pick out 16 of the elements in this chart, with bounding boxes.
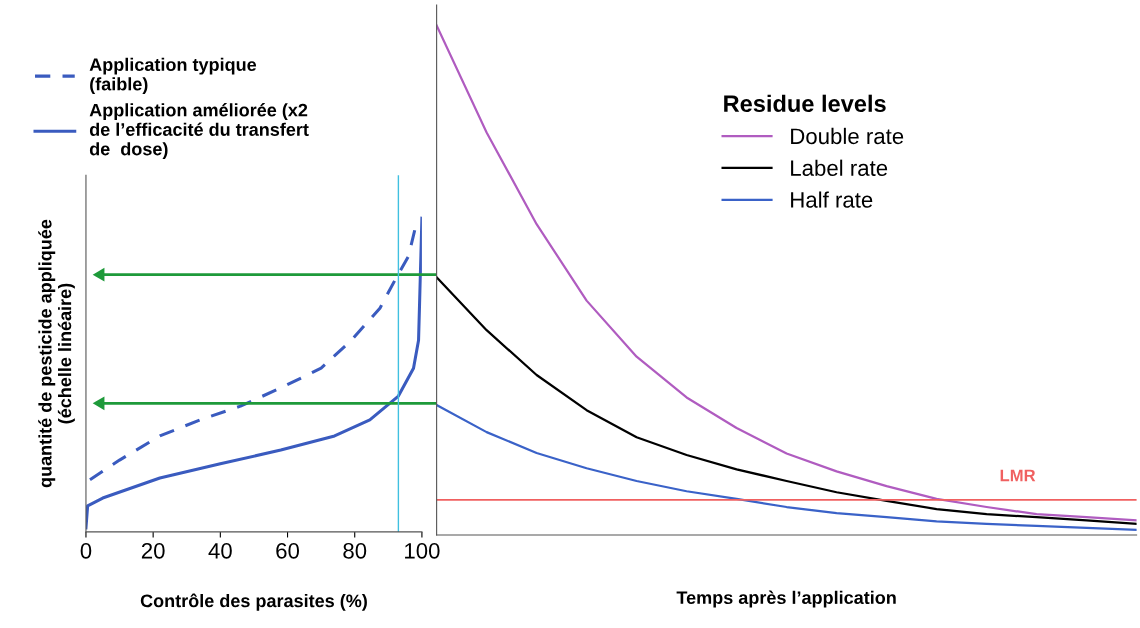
y-axis-title: quantité de pesticide appliquée (échelle linéaire): [38, 219, 75, 488]
legend-label: Application améliorée (x2 de l’efficacité du transfert de dose): [89, 103, 309, 159]
legend-label: Half rate: [791, 191, 873, 208]
legend-label: Double rate: [791, 127, 904, 145]
legend-label: Label rate: [791, 159, 888, 176]
x-tick-label: 100: [405, 542, 440, 559]
x-tick-label: 40: [208, 542, 232, 559]
legend-title: Residue levels: [724, 94, 886, 113]
x-tick-label: 60: [276, 542, 300, 559]
legend-label: Application typique (faible): [89, 57, 257, 95]
ref-line-label: LMR: [1000, 469, 1036, 482]
x-tick-label: 20: [141, 542, 165, 559]
x-tick-label: 80: [343, 542, 367, 559]
x-axis-title: Temps après l’application: [676, 590, 896, 608]
x-axis-title: Contrôle des parasites (%): [140, 593, 367, 611]
x-tick-label: 0: [80, 542, 92, 559]
